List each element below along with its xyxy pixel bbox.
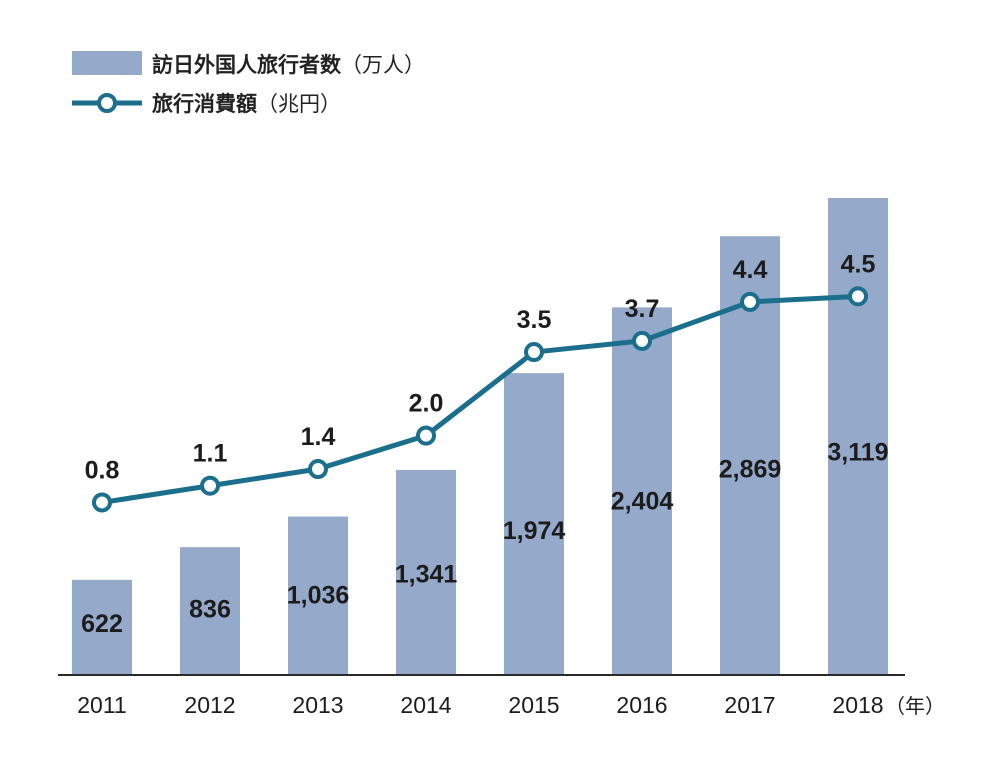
line-point-2017 <box>740 291 760 312</box>
line-labels: 0.8 1.1 1.4 2.0 3.5 3.7 4.4 4.5 <box>85 250 876 484</box>
line-value-label-2015: 3.5 <box>517 306 552 334</box>
x-unit-label: （年） <box>885 694 945 718</box>
bar-value-label-2013: 1,036 <box>287 582 350 610</box>
x-tick-2012: 2012 <box>184 692 235 718</box>
line-point-2011 <box>92 492 112 513</box>
line-point-2018 <box>848 286 868 307</box>
x-ticks: 2011 2012 2013 2014 2015 2016 2017 2018 <box>77 692 883 718</box>
line-value-label-2017: 4.4 <box>733 256 768 284</box>
bar-value-label-2014: 1,341 <box>395 561 458 589</box>
bar-value-label-2016: 2,404 <box>611 488 674 516</box>
line-value-label-2016: 3.7 <box>625 295 660 323</box>
legend: 訪日外国人旅行者数（万人） 旅行消費額（兆円） <box>72 51 425 116</box>
bar-2016 <box>612 307 672 675</box>
bar-2011 <box>72 579 132 675</box>
bar-value-label-2011: 622 <box>81 610 123 638</box>
bars <box>72 198 888 676</box>
x-tick-2014: 2014 <box>400 692 451 718</box>
line-points <box>92 286 868 513</box>
line-value-label-2012: 1.1 <box>193 440 228 468</box>
bar-labels: 622 836 1,036 1,341 1,974 2,404 2,869 3,119 <box>81 438 888 638</box>
line-point-2015 <box>524 342 544 363</box>
x-tick-2016: 2016 <box>616 692 667 718</box>
bar-value-label-2017: 2,869 <box>719 456 782 484</box>
legend-marker-line <box>97 93 117 113</box>
x-tick-2018: 2018 <box>832 692 883 718</box>
bar-2018 <box>828 198 888 675</box>
legend-label-bar: 訪日外国人旅行者数（万人） <box>152 53 425 77</box>
line-point-2014 <box>416 425 436 446</box>
line-point-2016 <box>632 330 652 351</box>
line-value-label-2018: 4.5 <box>841 250 876 278</box>
bar-value-label-2015: 1,974 <box>503 517 566 545</box>
legend-label-line: 旅行消費額（兆円） <box>152 92 341 116</box>
line-point-2013 <box>308 459 328 480</box>
bar-2013 <box>288 516 348 675</box>
legend-name-line: 旅行消費額 <box>152 92 257 116</box>
legend-name-bar: 訪日外国人旅行者数 <box>152 53 342 77</box>
consumption-line <box>101 293 859 505</box>
x-tick-2011: 2011 <box>77 692 126 718</box>
bar-2015 <box>504 373 564 675</box>
legend-swatch-bar <box>72 51 142 75</box>
legend-unit-line: （兆円） <box>257 92 341 116</box>
bar-2014 <box>396 469 456 675</box>
line-point-2012 <box>200 475 220 496</box>
bar-value-label-2018: 3,119 <box>827 438 888 466</box>
bar-value-label-2012: 836 <box>189 595 231 623</box>
line-value-label-2013: 1.4 <box>301 423 336 451</box>
x-tick-2017: 2017 <box>724 692 775 718</box>
line-value-label-2011: 0.8 <box>85 456 120 484</box>
bar-2012 <box>180 547 240 675</box>
x-tick-2013: 2013 <box>292 692 343 718</box>
x-tick-2015: 2015 <box>508 692 559 718</box>
line-value-label-2014: 2.0 <box>409 390 444 418</box>
legend-unit-bar: （万人） <box>341 53 425 77</box>
